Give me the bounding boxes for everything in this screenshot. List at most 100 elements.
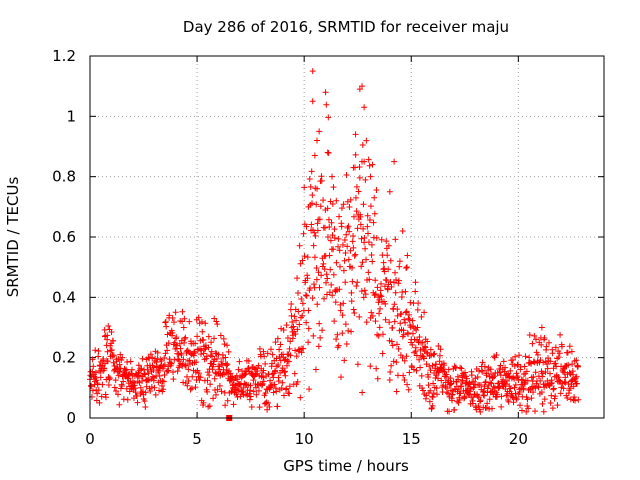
data-point xyxy=(250,388,257,395)
data-point xyxy=(417,364,424,371)
data-point xyxy=(368,241,375,248)
data-point xyxy=(117,385,124,392)
data-point xyxy=(159,365,166,372)
data-point xyxy=(177,345,184,352)
data-point xyxy=(330,246,337,253)
data-point xyxy=(175,356,182,363)
data-point xyxy=(137,384,144,391)
data-point xyxy=(489,405,496,412)
data-point xyxy=(475,394,482,401)
data-point xyxy=(378,293,385,300)
data-point xyxy=(313,276,320,283)
data-point xyxy=(110,359,117,366)
data-point xyxy=(392,236,399,243)
data-point xyxy=(280,327,287,334)
data-point xyxy=(154,349,161,356)
data-point xyxy=(314,301,321,308)
data-point xyxy=(362,176,369,183)
data-point xyxy=(94,390,101,397)
data-point xyxy=(184,382,191,389)
x-tick-label: 0 xyxy=(85,430,95,448)
data-point xyxy=(359,142,366,149)
data-point xyxy=(488,380,495,387)
data-point xyxy=(532,336,539,343)
data-point xyxy=(548,380,555,387)
data-point xyxy=(490,374,497,381)
data-point xyxy=(516,389,523,396)
data-point xyxy=(262,390,269,397)
data-point xyxy=(467,385,474,392)
data-point xyxy=(112,377,119,384)
data-point xyxy=(334,331,341,338)
data-point xyxy=(427,387,434,394)
data-point xyxy=(356,163,363,170)
data-point xyxy=(160,378,167,385)
data-point xyxy=(354,225,361,232)
data-point xyxy=(341,257,348,264)
data-point xyxy=(497,372,504,379)
data-point xyxy=(100,356,107,363)
data-point xyxy=(532,369,539,376)
data-point xyxy=(294,378,301,385)
data-point xyxy=(299,312,306,319)
data-point xyxy=(418,313,425,320)
data-point xyxy=(246,390,253,397)
data-point xyxy=(347,196,354,203)
data-point xyxy=(160,386,167,393)
data-point xyxy=(304,254,311,261)
data-point xyxy=(320,197,327,204)
data-point xyxy=(369,161,376,168)
data-point xyxy=(108,346,115,353)
data-point xyxy=(208,339,215,346)
data-point xyxy=(353,283,360,290)
data-point xyxy=(166,312,173,319)
data-point xyxy=(305,339,312,346)
data-point xyxy=(513,394,520,401)
data-point xyxy=(498,403,505,410)
data-point xyxy=(314,137,321,144)
data-point xyxy=(227,370,234,377)
data-point xyxy=(360,225,367,232)
data-point xyxy=(347,247,354,254)
data-point xyxy=(440,365,447,372)
data-point xyxy=(431,350,438,357)
data-point xyxy=(416,333,423,340)
data-point xyxy=(392,269,399,276)
data-point xyxy=(142,389,149,396)
data-point xyxy=(407,324,414,331)
data-point xyxy=(225,348,232,355)
data-point xyxy=(324,205,331,212)
data-point xyxy=(386,319,393,326)
data-point xyxy=(295,289,302,296)
data-point xyxy=(475,402,482,409)
data-point xyxy=(314,227,321,234)
data-point xyxy=(389,324,396,331)
data-point xyxy=(96,399,103,406)
data-point xyxy=(310,281,317,288)
data-point xyxy=(315,269,322,276)
data-point xyxy=(168,360,175,367)
data-point xyxy=(387,257,394,264)
x-axis-label: GPS time / hours xyxy=(283,457,409,475)
data-point xyxy=(503,381,510,388)
data-point xyxy=(535,384,542,391)
data-point xyxy=(292,347,299,354)
data-point xyxy=(538,341,545,348)
data-point xyxy=(162,319,169,326)
data-point xyxy=(358,83,365,90)
data-point xyxy=(330,271,337,278)
data-point xyxy=(547,380,554,387)
data-point xyxy=(507,385,514,392)
data-point xyxy=(397,320,404,327)
data-point xyxy=(268,360,275,367)
data-point xyxy=(149,354,156,361)
data-point xyxy=(182,362,189,369)
data-point xyxy=(461,394,468,401)
data-point xyxy=(211,335,218,342)
data-point xyxy=(562,379,569,386)
data-point xyxy=(213,355,220,362)
data-point xyxy=(200,337,207,344)
data-point xyxy=(326,289,333,296)
data-point xyxy=(220,335,227,342)
data-point xyxy=(420,387,427,394)
